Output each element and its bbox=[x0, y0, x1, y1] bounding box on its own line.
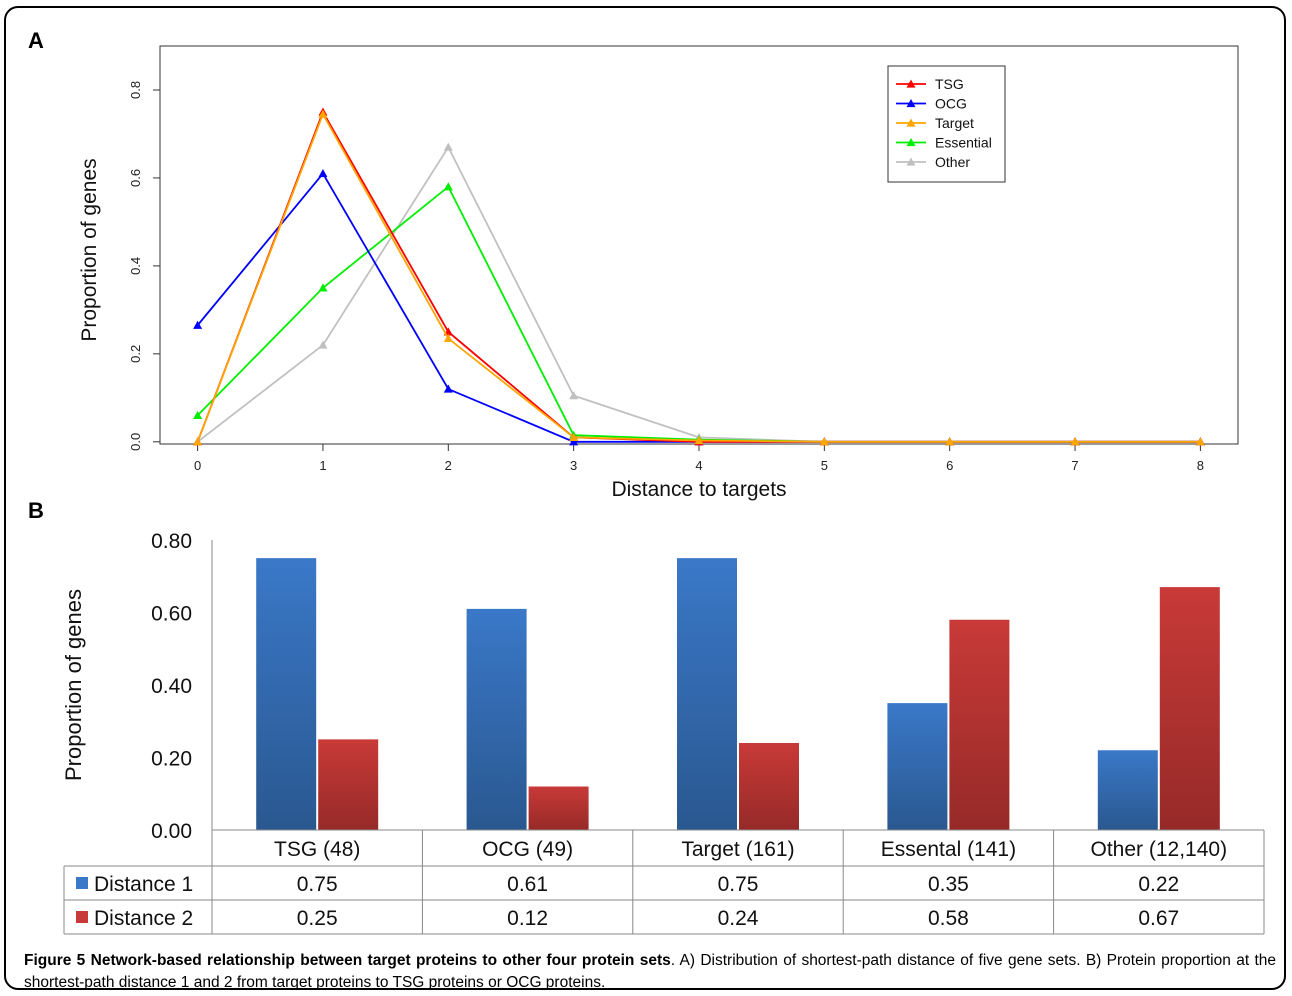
data-point-target bbox=[945, 437, 955, 446]
data-point-ocg bbox=[193, 320, 203, 329]
legend-label: Target bbox=[935, 115, 974, 131]
series-line-essential bbox=[196, 185, 1201, 443]
panel-b-label: B bbox=[28, 498, 44, 523]
bar-distance-1 bbox=[256, 558, 317, 830]
x-tick-label: 7 bbox=[1071, 458, 1078, 473]
legend-marker bbox=[906, 79, 916, 88]
data-point-essential bbox=[193, 410, 203, 420]
data-point-target bbox=[443, 333, 453, 343]
x-tick-label: 8 bbox=[1197, 458, 1204, 473]
bar-distance-1 bbox=[1097, 750, 1158, 830]
y-tick-label: 0.6 bbox=[128, 169, 143, 187]
x-tick-label: 3 bbox=[570, 458, 577, 473]
y-axis-label: Proportion of genes bbox=[78, 158, 101, 341]
caption-text: . A) Distribution of shortest-path dista… bbox=[24, 952, 1276, 990]
data-point-target bbox=[1195, 437, 1205, 446]
category-label: Target (161) bbox=[681, 838, 794, 861]
series-line-target bbox=[196, 112, 1201, 443]
caption-title: Figure 5 Network-based relationship betw… bbox=[24, 952, 671, 969]
y-tick-label: 0.00 bbox=[151, 820, 192, 843]
table-cell-value: 0.75 bbox=[297, 873, 338, 896]
y-tick-label: 0.80 bbox=[151, 530, 192, 553]
y-tick-label: 0.8 bbox=[128, 81, 143, 99]
category-label: Other (12,140) bbox=[1091, 838, 1228, 861]
line-chart: 0 1 2 3 4 5 6 7 8 0.0 0.2 0.4 0.6 0.8 Distance to targ… bbox=[78, 45, 1239, 501]
plot-frame bbox=[159, 45, 1239, 445]
data-point-other bbox=[443, 142, 453, 151]
bar-chart: 0.00 0.20 0.40 0.60 0.80 Proportion of genes T… bbox=[61, 530, 1265, 935]
category-label: Essental (141) bbox=[881, 838, 1016, 861]
bar-distance-2 bbox=[1159, 587, 1220, 830]
data-point-ocg bbox=[569, 437, 579, 446]
y-tick-label: 0.0 bbox=[128, 433, 143, 451]
data-point-ocg bbox=[318, 169, 328, 178]
table-cell-value: 0.67 bbox=[1138, 907, 1179, 930]
bar-distance-2 bbox=[949, 619, 1010, 830]
x-axis-label: Distance to targets bbox=[611, 478, 786, 501]
legend-label: Essential bbox=[935, 135, 992, 151]
table-cell-value: 0.22 bbox=[1138, 873, 1179, 896]
y-tick-label: 0.40 bbox=[151, 675, 192, 698]
data-point-other bbox=[318, 340, 328, 349]
y-tick-label: 0.60 bbox=[151, 603, 192, 626]
figure-panel: A B 0 1 2 3 4 5 6 7 8 0.0 0.2 0.4 0.6 0.8 Distance to … bbox=[4, 6, 1286, 990]
bar-distance-1 bbox=[887, 703, 948, 830]
legend-marker bbox=[906, 99, 916, 108]
table-cell-value: 0.58 bbox=[928, 907, 969, 930]
data-point-target bbox=[694, 435, 704, 445]
data-point-target bbox=[318, 109, 328, 118]
data-point-target bbox=[193, 437, 203, 446]
legend-marker bbox=[906, 138, 916, 147]
x-tick-label: 0 bbox=[194, 458, 201, 473]
legend-label: Other bbox=[935, 154, 970, 170]
series-label: Distance 1 bbox=[94, 873, 193, 896]
table-cell-value: 0.35 bbox=[928, 873, 969, 896]
table-cell-value: 0.24 bbox=[718, 907, 759, 930]
legend-label: TSG bbox=[935, 76, 964, 92]
data-point-essential bbox=[443, 182, 453, 191]
data-point-target bbox=[569, 432, 579, 442]
x-tick-label: 5 bbox=[821, 458, 828, 473]
y-tick-label: 0.2 bbox=[128, 345, 143, 363]
series-line-tsg bbox=[196, 109, 1201, 443]
bar-distance-2 bbox=[528, 786, 589, 830]
panel-a-label: A bbox=[28, 28, 44, 53]
x-tick-label: 4 bbox=[695, 458, 702, 473]
table-cell-value: 0.25 bbox=[297, 907, 338, 930]
legend-swatch bbox=[76, 877, 88, 889]
legend-swatch bbox=[76, 911, 88, 923]
figure-caption: Figure 5 Network-based relationship betw… bbox=[24, 950, 1276, 990]
x-tick-label: 1 bbox=[319, 458, 326, 473]
data-point-target bbox=[819, 437, 829, 446]
data-point-ocg bbox=[443, 384, 453, 393]
y-axis-label: Proportion of genes bbox=[61, 589, 86, 781]
table-cell-value: 0.12 bbox=[507, 907, 548, 930]
series-line-other bbox=[197, 145, 1201, 443]
bar-distance-2 bbox=[739, 743, 799, 830]
table-cell-value: 0.61 bbox=[507, 873, 548, 896]
table-cell-value: 0.75 bbox=[718, 873, 759, 896]
legend-marker bbox=[906, 118, 916, 127]
x-tick-label: 2 bbox=[445, 458, 452, 473]
x-tick-label: 6 bbox=[946, 458, 953, 473]
data-point-target bbox=[1070, 437, 1080, 446]
y-tick-label: 0.4 bbox=[128, 257, 143, 275]
legend-marker bbox=[906, 157, 916, 166]
bar-distance-1 bbox=[677, 558, 737, 830]
series-line-ocg bbox=[196, 171, 1201, 443]
category-label: TSG (48) bbox=[274, 838, 360, 861]
category-label: OCG (49) bbox=[482, 838, 573, 861]
legend-label: OCG bbox=[935, 96, 967, 112]
y-tick-label: 0.20 bbox=[151, 748, 192, 771]
data-point-essential bbox=[318, 283, 328, 292]
data-point-other bbox=[569, 391, 579, 400]
bar-distance-1 bbox=[466, 608, 527, 830]
bar-distance-2 bbox=[318, 739, 379, 830]
series-label: Distance 2 bbox=[94, 907, 193, 930]
